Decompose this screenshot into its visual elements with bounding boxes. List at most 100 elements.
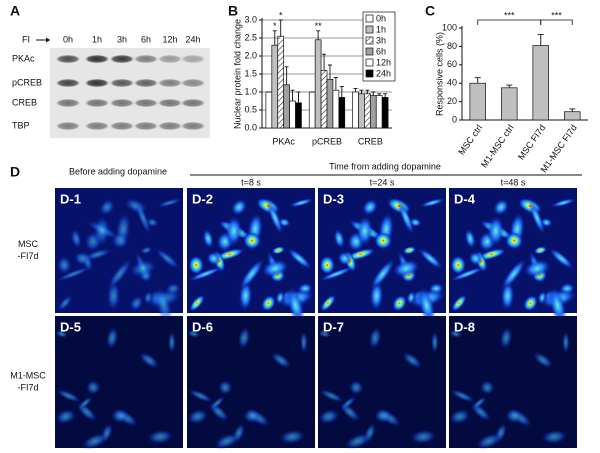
- cell: [318, 330, 332, 338]
- legend-label: 0h: [376, 13, 386, 23]
- bar: [332, 89, 340, 129]
- legend-label: 6h: [376, 46, 386, 56]
- micrograph: D-6: [187, 316, 315, 450]
- bar: [364, 93, 371, 129]
- protein-label: TBP: [12, 120, 30, 130]
- tile-label: D-4: [454, 191, 476, 206]
- row-label: -FI7d: [17, 382, 38, 392]
- cell: [541, 429, 568, 445]
- cell: [74, 251, 90, 266]
- blot-band: [109, 54, 135, 64]
- bar: [271, 44, 279, 129]
- arrow-head: [46, 37, 50, 43]
- error-bar: [296, 91, 301, 103]
- cell: [81, 432, 109, 450]
- cell: [286, 286, 305, 325]
- significance: ***: [551, 10, 562, 20]
- bar: [532, 45, 549, 121]
- time-label: t=48 s: [501, 177, 526, 187]
- legend-swatch: [365, 69, 374, 78]
- blot-band: [133, 98, 159, 108]
- cell: [154, 286, 173, 325]
- cell: [420, 198, 445, 208]
- bar: [314, 39, 322, 129]
- cell: [155, 248, 180, 270]
- bar: [277, 35, 285, 129]
- treatment-label: FI: [22, 34, 30, 44]
- cell: [55, 330, 69, 338]
- y-tick-label: 100: [442, 22, 457, 32]
- cell: [188, 255, 204, 275]
- error-bar: [537, 33, 544, 46]
- blot-band: [55, 54, 81, 64]
- error-bar: [371, 91, 376, 96]
- cell: [213, 432, 241, 450]
- bar: [295, 102, 302, 129]
- cell: [188, 389, 214, 403]
- row-label: M1-MSC: [10, 370, 46, 380]
- y-tick-label: 1.5: [244, 68, 257, 78]
- cell: [270, 351, 292, 369]
- protein-label: PKAc: [12, 53, 35, 63]
- cell: [107, 258, 133, 290]
- cell: [318, 408, 340, 425]
- legend-box: [362, 11, 396, 82]
- cell: [479, 379, 495, 396]
- tile-label: D-6: [192, 319, 213, 334]
- cell: [202, 228, 214, 249]
- bar: [283, 84, 290, 129]
- legend-label: 3h: [376, 35, 386, 45]
- blot-band: [157, 78, 183, 88]
- cell: [450, 266, 485, 282]
- cell: [401, 351, 423, 369]
- cell: [451, 295, 467, 312]
- cell: [157, 198, 182, 208]
- micrograph-bg: [55, 316, 183, 448]
- panel-label: D: [10, 164, 20, 180]
- bar: [338, 97, 346, 129]
- cell: [231, 198, 247, 216]
- time-label: t=8 s: [241, 177, 261, 187]
- panel-label: C: [425, 3, 435, 19]
- cell: [562, 331, 570, 354]
- error-bar: [474, 77, 481, 84]
- blot-band: [157, 98, 183, 108]
- x-tick-label: CREB: [358, 136, 383, 146]
- cell: [261, 295, 276, 312]
- panel-label: A: [10, 3, 20, 19]
- significance: *: [279, 10, 283, 20]
- blot-band: [55, 78, 81, 88]
- cell: [344, 432, 372, 450]
- cell: [55, 408, 77, 425]
- blot-band: [133, 54, 159, 64]
- bar: [289, 100, 296, 129]
- tile-label: D-7: [323, 319, 344, 334]
- y-axis-label: Responsive cells (%): [434, 32, 444, 116]
- cell: [243, 232, 261, 250]
- protein-label: CREB: [12, 97, 37, 107]
- blot-band: [180, 54, 206, 64]
- cell: [464, 228, 476, 249]
- cell: [528, 200, 546, 235]
- bar: [375, 95, 383, 129]
- legend-swatch: [365, 36, 374, 45]
- blot-band: [84, 98, 110, 108]
- bar: [469, 82, 486, 121]
- significance: ***: [504, 10, 515, 20]
- legend-swatch: [365, 14, 374, 23]
- blot-band: [180, 98, 206, 108]
- error-bar: [278, 19, 283, 37]
- blot-band: [84, 54, 110, 64]
- cell: [450, 389, 476, 403]
- legend-label: 12h: [376, 57, 391, 67]
- micrograph-bg: [449, 316, 577, 448]
- cell: [501, 258, 527, 290]
- cell: [147, 429, 174, 445]
- blot-band: [55, 121, 81, 131]
- tile-label: D-3: [323, 191, 344, 206]
- row-label: MSC: [18, 239, 39, 249]
- cell: [77, 396, 93, 410]
- tile-label: D-1: [60, 191, 81, 206]
- blot-band: [133, 78, 159, 88]
